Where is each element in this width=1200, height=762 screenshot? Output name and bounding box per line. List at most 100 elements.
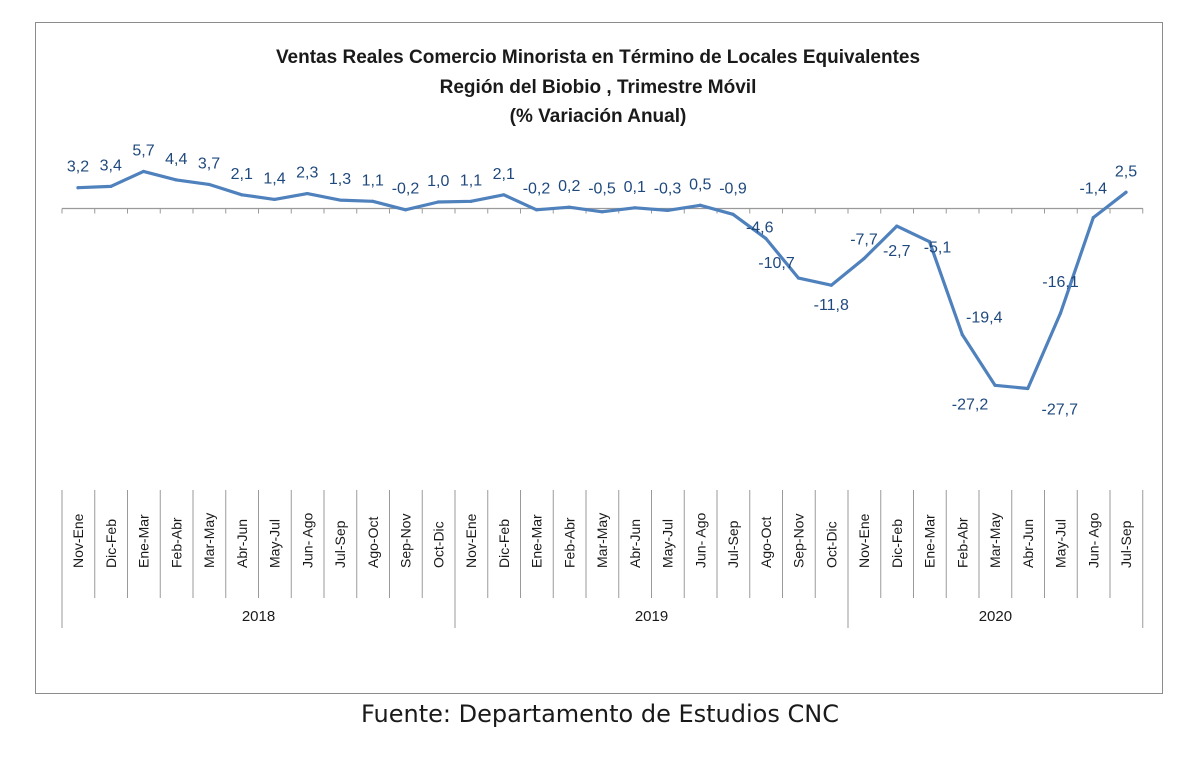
data-point xyxy=(633,206,637,210)
x-tick-label: Dic-Feb xyxy=(103,519,119,568)
data-point xyxy=(338,198,342,202)
data-label: 1,3 xyxy=(329,171,351,188)
data-point xyxy=(305,191,309,196)
data-point xyxy=(796,276,801,280)
x-tick-label: Jun- Ago xyxy=(299,513,315,568)
data-label: -0,2 xyxy=(392,181,420,198)
x-tick-label: Ene-Mar xyxy=(136,514,152,568)
year-label: 2018 xyxy=(242,608,275,625)
data-label: 0,1 xyxy=(624,179,646,196)
data-label: -11,8 xyxy=(814,297,849,314)
data-point xyxy=(502,193,506,197)
data-label: 2,5 xyxy=(1115,163,1137,180)
chart-title-line-3: (% Variación Anual) xyxy=(510,106,687,127)
data-label: -0,9 xyxy=(719,181,747,198)
data-label: 1,4 xyxy=(263,170,285,187)
data-label: 2,1 xyxy=(231,166,253,183)
x-tick-label: Oct-Dic xyxy=(823,521,839,568)
data-label: -19,4 xyxy=(966,310,1003,327)
data-point xyxy=(1058,311,1063,315)
data-label: -0,2 xyxy=(523,181,551,198)
chart-title-line-1: Ventas Reales Comercio Minorista en Térm… xyxy=(276,47,920,68)
x-tick-label: Mar-May xyxy=(987,513,1003,568)
data-point xyxy=(927,240,932,244)
data-label: -1,4 xyxy=(1079,181,1107,198)
data-label: 4,4 xyxy=(165,151,187,168)
data-label: 2,1 xyxy=(493,166,515,183)
data-point xyxy=(862,256,866,261)
year-label: 2019 xyxy=(635,608,668,625)
x-tick-label: Sep-Nov xyxy=(791,514,807,568)
x-tick-label: Ene-Mar xyxy=(922,514,938,568)
x-tick-label: Mar-May xyxy=(201,513,217,568)
data-label: -16,1 xyxy=(1042,274,1079,291)
x-tick-label: Oct-Dic xyxy=(430,521,446,568)
data-label: -5,1 xyxy=(924,240,952,257)
data-point xyxy=(371,199,375,203)
data-point xyxy=(76,186,80,190)
data-label: 5,7 xyxy=(132,142,154,159)
data-point xyxy=(731,212,735,216)
data-point xyxy=(567,205,571,209)
x-tick-label: Ene-Mar xyxy=(529,514,545,568)
x-tick-label: Nov-Ene xyxy=(463,513,479,568)
x-tick-label: Jul-Sep xyxy=(1118,520,1134,568)
data-point xyxy=(829,283,833,287)
data-point xyxy=(174,178,178,182)
data-label: -10,7 xyxy=(758,255,795,272)
data-label: 0,2 xyxy=(558,178,580,195)
x-tick-label: May-Jul xyxy=(267,519,283,568)
x-tick-label: Abr-Jun xyxy=(234,519,250,568)
data-label: 3,4 xyxy=(100,157,122,174)
x-tick-label: Feb-Abr xyxy=(561,517,577,568)
x-tick-label: Ago-Oct xyxy=(365,517,381,568)
data-label: -0,5 xyxy=(588,181,616,198)
data-point xyxy=(272,197,277,201)
x-tick-label: Nov-Ene xyxy=(856,513,872,568)
x-tick-label: Jul-Sep xyxy=(725,520,741,568)
data-label: -27,7 xyxy=(1042,402,1079,419)
x-tick-label: Nov-Ene xyxy=(70,513,86,568)
data-point xyxy=(403,208,408,212)
data-label: 3,7 xyxy=(198,155,220,172)
x-tick-label: Abr-Jun xyxy=(1020,519,1036,568)
data-point xyxy=(993,383,997,387)
x-tick-label: May-Jul xyxy=(660,519,676,568)
data-label: -4,6 xyxy=(746,219,774,236)
source-note: Fuente: Departamento de Estudios CNC xyxy=(361,700,839,728)
data-label: -27,2 xyxy=(952,396,989,413)
data-point xyxy=(895,224,899,228)
year-label: 2020 xyxy=(979,608,1012,625)
data-point xyxy=(207,182,211,187)
x-tick-label: Sep-Nov xyxy=(398,514,414,568)
x-tick-label: Dic-Feb xyxy=(889,519,905,568)
data-point xyxy=(665,208,670,213)
data-point xyxy=(109,184,113,188)
data-label: 1,1 xyxy=(460,172,482,189)
x-tick-label: Feb-Abr xyxy=(954,517,970,568)
x-tick-label: Jul-Sep xyxy=(332,520,348,568)
data-point xyxy=(469,199,473,203)
x-tick-label: Jun- Ago xyxy=(1085,513,1101,568)
x-tick-label: Mar-May xyxy=(594,513,610,568)
data-point xyxy=(1026,386,1030,391)
data-label: 2,3 xyxy=(296,165,318,182)
data-label: -0,3 xyxy=(654,181,682,198)
chart-frame xyxy=(35,22,1163,694)
data-label: -2,7 xyxy=(883,243,911,260)
x-tick-label: Feb-Abr xyxy=(168,517,184,568)
data-label: 3,2 xyxy=(67,159,89,176)
x-tick-label: Jun- Ago xyxy=(692,513,708,568)
x-tick-label: Dic-Feb xyxy=(496,519,512,568)
data-point xyxy=(1091,216,1095,220)
data-label: 1,0 xyxy=(427,173,449,190)
data-point xyxy=(436,200,440,204)
data-point xyxy=(240,193,244,197)
series-line xyxy=(76,169,1128,391)
data-point xyxy=(534,208,539,212)
data-point xyxy=(600,210,604,214)
x-tick-label: May-Jul xyxy=(1053,519,1069,568)
data-label: 0,5 xyxy=(689,176,711,193)
x-tick-label: Abr-Jun xyxy=(627,519,643,568)
